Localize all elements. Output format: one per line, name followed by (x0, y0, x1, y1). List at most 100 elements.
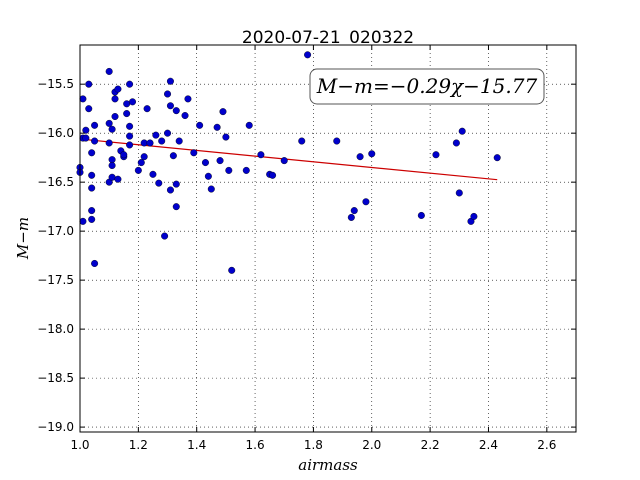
y-tick-label: −16.5 (37, 175, 74, 189)
data-point (88, 207, 96, 215)
data-point (347, 213, 355, 221)
data-point (175, 137, 183, 145)
data-point (196, 121, 204, 129)
data-point (452, 139, 460, 147)
data-point (108, 156, 116, 164)
data-point (105, 139, 113, 147)
fit-line-group (82, 138, 498, 181)
data-point (85, 105, 93, 113)
data-point (362, 198, 370, 206)
data-point (417, 211, 425, 219)
data-point (82, 134, 90, 142)
data-point (190, 149, 198, 157)
data-point (184, 95, 192, 103)
data-point (280, 157, 288, 165)
data-point (111, 95, 119, 103)
data-point (155, 179, 163, 187)
data-point (105, 67, 113, 75)
data-point (166, 102, 174, 110)
data-point (216, 157, 224, 165)
data-point (129, 98, 137, 106)
data-point (88, 215, 96, 223)
x-tick-label: 1.2 (129, 438, 148, 452)
data-point (123, 110, 131, 118)
data-point (91, 137, 99, 145)
fit-annotation: M−m=−0.29χ−15.77 (309, 68, 545, 105)
data-point (181, 112, 189, 120)
data-point (91, 121, 99, 129)
data-point (152, 131, 160, 139)
data-point (164, 129, 172, 137)
data-point (257, 151, 265, 159)
data-point (143, 105, 151, 113)
data-point (88, 184, 96, 192)
x-tick-label: 1.8 (304, 438, 323, 452)
data-point (245, 121, 253, 129)
data-point (140, 139, 148, 147)
x-tick-label: 1.6 (246, 438, 265, 452)
data-point (350, 207, 358, 215)
grid-lines (79, 45, 576, 432)
data-point (172, 107, 180, 115)
data-point (79, 95, 87, 103)
fit-line (82, 138, 498, 181)
x-tick-label: 1.0 (70, 438, 89, 452)
x-tick-label: 2.4 (479, 438, 498, 452)
data-point (470, 212, 478, 220)
x-tick-label: 2.6 (537, 438, 556, 452)
data-point (172, 203, 180, 211)
y-tick-label: −17.0 (37, 224, 74, 238)
data-point (166, 77, 174, 85)
data-point (298, 137, 306, 145)
y-tick-label: −16.0 (37, 126, 74, 140)
data-point (137, 159, 145, 167)
data-point (120, 151, 128, 159)
data-point (88, 171, 96, 179)
x-tick-label: 2.2 (421, 438, 440, 452)
data-point (126, 80, 134, 88)
x-tick-label: 1.4 (187, 438, 206, 452)
y-tick-label: −17.5 (37, 273, 74, 287)
data-point (82, 126, 90, 134)
data-point (166, 186, 174, 194)
data-point (111, 113, 119, 121)
data-point (172, 180, 180, 188)
fit-equation: M−m=−0.29χ−15.77 (316, 74, 538, 98)
x-tick-label: 2.0 (362, 438, 381, 452)
data-point (356, 153, 364, 161)
data-points (76, 51, 501, 274)
data-point (228, 266, 236, 274)
x-tick-labels: 1.0 1.2 1.4 1.6 1.8 2.0 2.2 2.4 2.6 (70, 438, 556, 452)
data-point (108, 125, 116, 133)
data-point (126, 122, 134, 130)
data-point (126, 141, 134, 149)
data-point (304, 51, 312, 59)
data-point (368, 150, 376, 158)
data-point (146, 139, 154, 147)
y-tick-label: −19.0 (37, 420, 74, 434)
data-point (333, 137, 341, 145)
data-point (161, 232, 169, 240)
data-point (126, 132, 134, 140)
data-point (88, 149, 96, 157)
data-point (134, 166, 142, 174)
data-point (79, 217, 87, 225)
y-tick-label: −18.0 (37, 322, 74, 336)
y-axis-label: M−m (14, 217, 32, 260)
data-point (140, 153, 148, 161)
data-point (269, 171, 277, 179)
data-point (225, 166, 233, 174)
data-point (158, 137, 166, 145)
data-point (169, 152, 177, 160)
y-tick-label: −18.5 (37, 371, 74, 385)
data-point (213, 123, 221, 131)
y-tick-labels: −15.5 −16.0 −16.5 −17.0 −17.5 −18.0 −18.5 −19.0 (37, 77, 74, 434)
data-point (85, 80, 93, 88)
plot-frame (79, 44, 577, 433)
data-point (207, 185, 215, 193)
data-point (114, 85, 122, 93)
data-point (108, 173, 116, 181)
x-axis-label: airmass (298, 456, 358, 474)
data-point (114, 175, 122, 183)
